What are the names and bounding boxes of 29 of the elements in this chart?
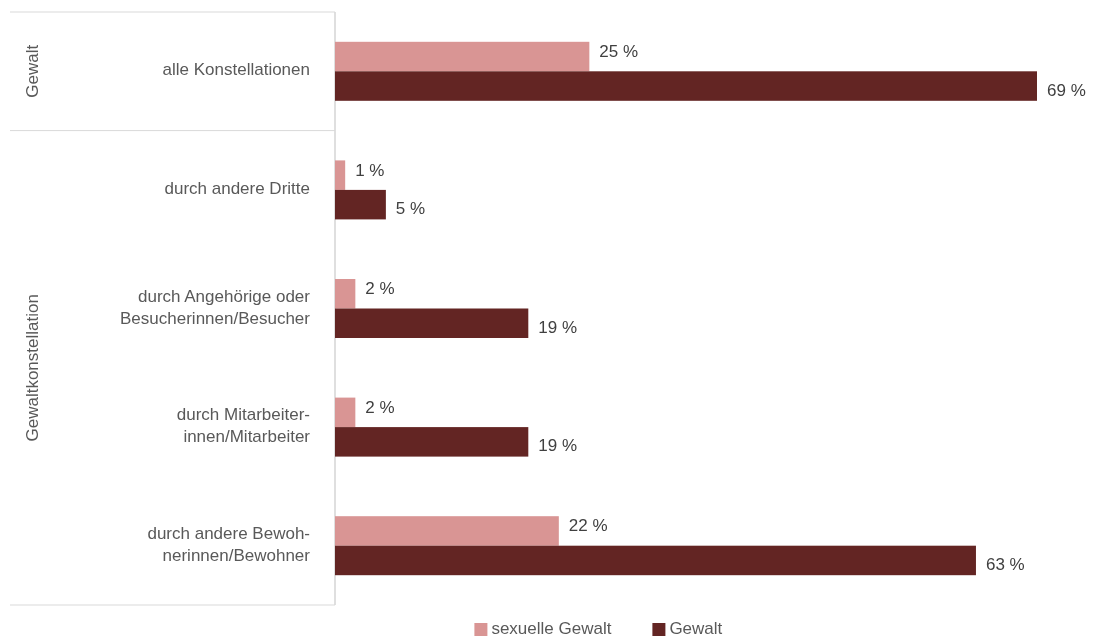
y-tick-label: durch andere Bewoh- nerinnen/Bewohner	[147, 524, 311, 566]
bar	[335, 189, 386, 220]
bar	[335, 71, 1037, 101]
data-label: 25 %	[599, 42, 639, 62]
data-label: 69 %	[1047, 80, 1086, 100]
y-tick-label: durch Angehörige oder Besucherinnen/Besucher	[120, 286, 311, 328]
data-label: 22 %	[568, 516, 608, 536]
bar	[335, 427, 529, 457]
bar	[335, 308, 529, 338]
data-label: 19 %	[538, 436, 578, 456]
bar	[335, 279, 356, 309]
data-label: 2 %	[365, 279, 395, 299]
data-label: 1 %	[355, 160, 385, 180]
y-tick-label: durch Mitarbeiter- innen/Mitarbeiter	[176, 405, 311, 447]
bar	[335, 397, 356, 428]
bar	[335, 516, 559, 546]
legend-label: Gewalt	[669, 619, 723, 639]
text: Gewalt	[23, 44, 43, 98]
y-tick-label: alle Konstellationen	[162, 60, 310, 80]
data-label: 2 %	[365, 397, 395, 417]
legend-label: sexuelle Gewalt	[491, 619, 612, 639]
text: Gewaltkonstellation	[23, 294, 43, 442]
data-label: 63 %	[985, 554, 1025, 574]
data-label: 19 %	[538, 317, 578, 337]
data-label: 5 %	[395, 199, 426, 219]
bar	[335, 41, 590, 72]
bar	[335, 545, 976, 576]
y-tick-label: durch andere Dritte	[164, 179, 310, 199]
bar	[335, 160, 346, 190]
